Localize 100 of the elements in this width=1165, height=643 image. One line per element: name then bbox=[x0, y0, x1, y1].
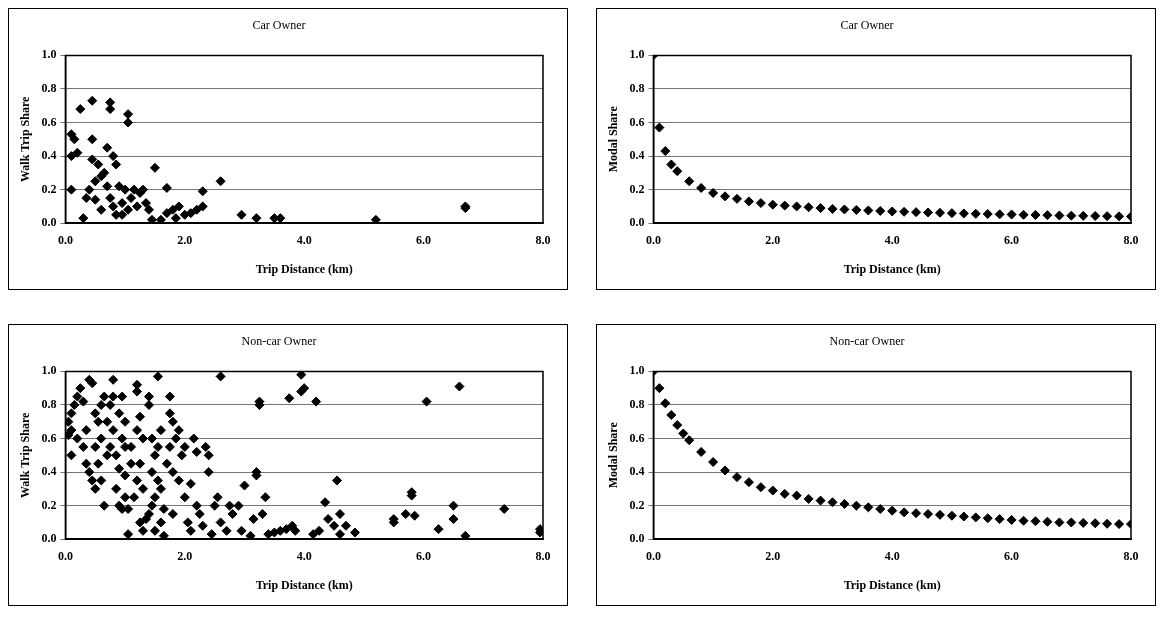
y-tick-label: 0.8 bbox=[41, 81, 57, 96]
point bbox=[755, 482, 766, 493]
y-tick-label: 0.4 bbox=[41, 148, 57, 163]
point bbox=[1114, 211, 1125, 222]
point bbox=[779, 488, 790, 499]
y-tick-label: 0.6 bbox=[41, 430, 57, 445]
point bbox=[946, 510, 957, 521]
x-tick-label: 2.0 bbox=[177, 233, 193, 248]
point bbox=[827, 497, 838, 508]
y-tick-label: 0.6 bbox=[629, 430, 645, 445]
point bbox=[982, 513, 993, 524]
point bbox=[791, 201, 802, 212]
x-axis-title: Trip Distance (km) bbox=[255, 261, 353, 276]
y-tick-label: 0.6 bbox=[629, 114, 645, 129]
point bbox=[743, 196, 754, 207]
y-tick-label: 0.0 bbox=[41, 531, 57, 546]
point bbox=[666, 410, 677, 421]
point bbox=[672, 166, 683, 177]
y-tick-label: 0.8 bbox=[629, 81, 645, 96]
y-tick-label: 0.4 bbox=[629, 148, 645, 163]
point bbox=[1066, 210, 1077, 221]
point bbox=[1042, 516, 1053, 527]
point bbox=[863, 502, 874, 513]
x-tick-label: 0.0 bbox=[645, 233, 661, 248]
point bbox=[1030, 209, 1041, 220]
point bbox=[923, 509, 934, 520]
point bbox=[970, 512, 981, 523]
point bbox=[1054, 517, 1065, 528]
point bbox=[666, 159, 677, 170]
y-tick-label: 0.2 bbox=[629, 181, 645, 196]
y-axis-title: Walk Trip Share bbox=[18, 95, 33, 182]
point bbox=[911, 207, 922, 218]
point bbox=[684, 176, 695, 187]
point bbox=[887, 505, 898, 516]
point bbox=[1054, 210, 1065, 221]
x-tick-label: 8.0 bbox=[535, 549, 551, 564]
y-axis-title: Walk Trip Share bbox=[18, 411, 33, 498]
point bbox=[1102, 211, 1113, 222]
x-tick-label: 8.0 bbox=[535, 233, 551, 248]
x-tick-label: 6.0 bbox=[1004, 233, 1020, 248]
y-tick-label: 0.4 bbox=[629, 464, 645, 479]
chart-title: Car Owner bbox=[840, 18, 894, 33]
point bbox=[899, 507, 910, 518]
point bbox=[1030, 516, 1041, 527]
x-axis-title: Trip Distance (km) bbox=[255, 577, 353, 592]
point bbox=[755, 198, 766, 209]
x-tick-label: 2.0 bbox=[177, 549, 193, 564]
point bbox=[1078, 517, 1089, 528]
point bbox=[803, 493, 814, 504]
x-tick-label: 4.0 bbox=[296, 549, 312, 564]
point bbox=[696, 182, 707, 193]
y-tick-label: 0.0 bbox=[41, 215, 57, 230]
point bbox=[654, 122, 665, 133]
point bbox=[1090, 210, 1101, 221]
y-tick-label: 0.0 bbox=[629, 215, 645, 230]
point bbox=[934, 509, 945, 520]
chart-title: Car Owner bbox=[252, 18, 306, 33]
point bbox=[660, 398, 671, 409]
point bbox=[654, 383, 665, 394]
point bbox=[827, 203, 838, 214]
point bbox=[994, 514, 1005, 525]
y-tick-label: 0.2 bbox=[41, 181, 57, 196]
point bbox=[815, 203, 826, 214]
x-tick-label: 0.0 bbox=[57, 233, 73, 248]
point bbox=[660, 146, 671, 157]
y-axis-title: Modal Share bbox=[606, 421, 621, 489]
point bbox=[1090, 518, 1101, 529]
y-tick-label: 0.0 bbox=[629, 531, 645, 546]
point bbox=[731, 472, 742, 483]
point bbox=[708, 457, 719, 468]
point bbox=[767, 199, 778, 210]
x-tick-label: 6.0 bbox=[1004, 549, 1020, 564]
x-tick-label: 8.0 bbox=[1123, 549, 1139, 564]
point bbox=[1006, 514, 1017, 525]
x-tick-label: 4.0 bbox=[296, 233, 312, 248]
point bbox=[1006, 209, 1017, 220]
y-tick-label: 0.2 bbox=[41, 497, 57, 512]
y-tick-label: 0.4 bbox=[41, 464, 57, 479]
point bbox=[923, 207, 934, 218]
y-tick-label: 1.0 bbox=[629, 47, 645, 62]
point bbox=[970, 208, 981, 219]
x-tick-label: 6.0 bbox=[416, 549, 432, 564]
point bbox=[720, 465, 731, 476]
point bbox=[815, 495, 826, 506]
point bbox=[851, 500, 862, 511]
point bbox=[1114, 519, 1125, 530]
point bbox=[672, 420, 683, 431]
point bbox=[958, 511, 969, 522]
x-tick-label: 4.0 bbox=[884, 233, 900, 248]
x-axis-title: Trip Distance (km) bbox=[843, 577, 941, 592]
y-tick-label: 0.8 bbox=[41, 397, 57, 412]
y-tick-label: 0.2 bbox=[629, 497, 645, 512]
y-tick-label: 0.8 bbox=[629, 397, 645, 412]
point bbox=[934, 207, 945, 218]
x-tick-label: 8.0 bbox=[1123, 233, 1139, 248]
point bbox=[1078, 210, 1089, 221]
y-tick-label: 1.0 bbox=[41, 47, 57, 62]
x-tick-label: 0.0 bbox=[57, 549, 73, 564]
point bbox=[791, 490, 802, 501]
point bbox=[887, 206, 898, 217]
